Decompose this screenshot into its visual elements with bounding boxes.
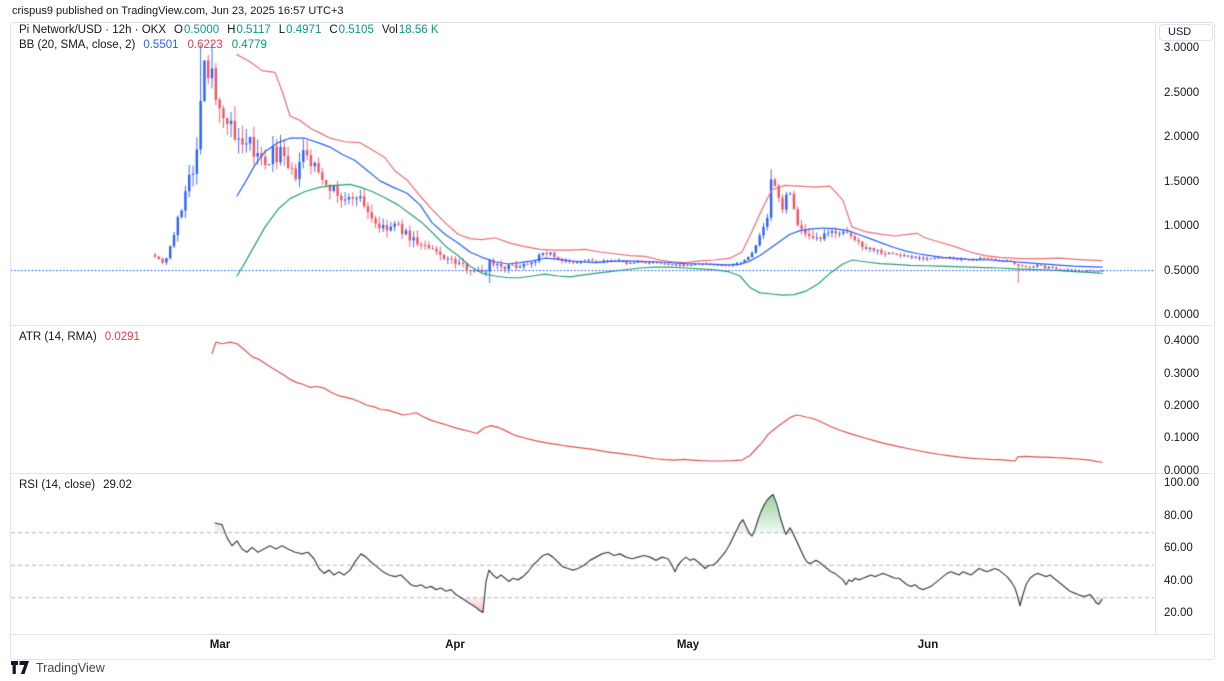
- ohlc-pair: H 0.5117: [227, 24, 271, 36]
- price-axis-label: 3.0000: [1164, 42, 1200, 55]
- atr-indicator-legend[interactable]: ATR (14, RMA) 0.0291: [19, 331, 140, 343]
- price-axis-label: 2.5000: [1164, 86, 1200, 99]
- atr-axis-label: 0.3000: [1164, 367, 1200, 380]
- tradingview-brand-link[interactable]: TradingView: [11, 661, 105, 675]
- price-axis-label: 0.5000: [1164, 264, 1200, 277]
- time-axis-label-apr: Apr: [445, 639, 465, 651]
- atr-value: 0.0291: [104, 331, 140, 343]
- rsi-axis-label: 20.00: [1164, 607, 1193, 619]
- time-axis-label-may: May: [676, 639, 700, 651]
- price-axis-separator: [1155, 23, 1156, 634]
- rsi-axis-label: 60.00: [1164, 542, 1193, 554]
- main-series-legend[interactable]: Pi Network/USD · 12h · OKX O 0.5000 H 0.511…: [19, 24, 439, 36]
- bb-lower-value: 0.4779: [231, 39, 267, 51]
- rsi-axis-label: 80.00: [1164, 509, 1193, 522]
- bb-upper-value: 0.6223: [187, 39, 223, 51]
- tradingview-logo-icon: [11, 661, 29, 674]
- pane-separator-atr[interactable]: [11, 325, 1212, 326]
- pane-separator-rsi[interactable]: [11, 473, 1212, 474]
- rsi-axis-label: 100.00: [1164, 477, 1200, 489]
- time-axis-separator: [11, 634, 1212, 635]
- bb-label: BB (20, SMA, close, 2): [19, 39, 136, 51]
- bb-basis-value: 0.5501: [143, 39, 179, 51]
- rsi-value: 29.02: [103, 479, 132, 491]
- currency-unit-button[interactable]: USD: [1159, 24, 1213, 41]
- rsi-indicator-legend[interactable]: RSI (14, close) 29.02: [19, 479, 132, 491]
- atr-axis-label: 0.2000: [1164, 399, 1200, 412]
- time-axis-label-mar: Mar: [209, 639, 231, 651]
- time-axis-label-jun: Jun: [917, 639, 939, 651]
- ohlc-values: O 0.5000 H 0.5117 L 0.4971 C 0.5105 Vol 18.56 K: [174, 24, 439, 36]
- publish-attribution: crispus9 published on TradingView.com, J…: [12, 5, 344, 17]
- ohlc-pair: O 0.5000: [173, 24, 220, 36]
- atr-axis-label: 0.1000: [1164, 432, 1200, 445]
- price-axis-label: 1.0000: [1164, 220, 1200, 233]
- atr-label: ATR (14, RMA): [19, 331, 97, 343]
- tradingview-brand-text: TradingView: [36, 661, 105, 675]
- price-axis-label: 0.0000: [1164, 309, 1200, 321]
- atr-axis-label: 0.0000: [1164, 464, 1200, 477]
- atr-axis-label: 0.4000: [1164, 335, 1200, 348]
- bb-indicator-legend[interactable]: BB (20, SMA, close, 2) 0.5501 0.6223 0.4…: [19, 39, 267, 51]
- rsi-axis-label: 40.00: [1164, 574, 1193, 587]
- rsi-label: RSI (14, close): [19, 479, 96, 491]
- price-axis-label: 1.5000: [1164, 175, 1200, 188]
- ohlc-pair: Vol 18.56 K: [381, 24, 439, 36]
- price-axis-label: 2.0000: [1164, 131, 1200, 144]
- symbol-title: Pi Network/USD · 12h · OKX: [19, 24, 166, 36]
- ohlc-pair: C 0.5105: [329, 24, 374, 36]
- ohlc-pair: L 0.4971: [278, 24, 322, 36]
